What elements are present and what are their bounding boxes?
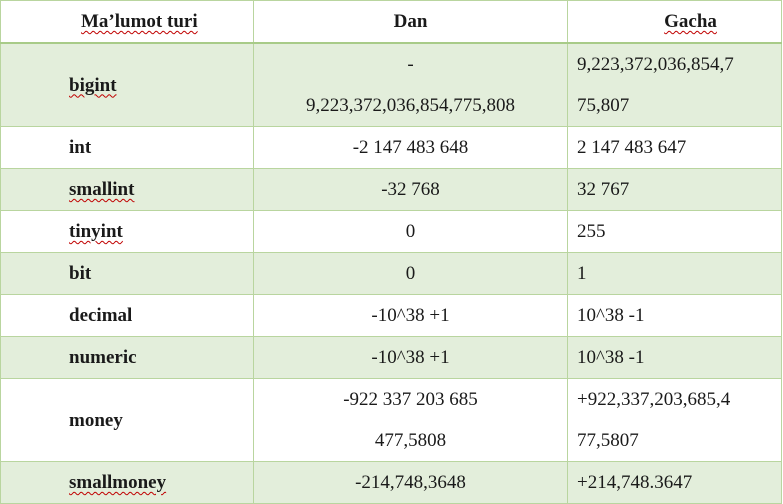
type-name: int — [0, 126, 254, 169]
range-from: -32 768 — [253, 168, 568, 211]
type-name: smallmoney — [0, 461, 254, 504]
range-to: 1 — [567, 252, 782, 295]
range-from: - 9,223,372,036,854,775,808 — [253, 42, 568, 127]
range-from: 0 — [253, 210, 568, 253]
type-name: bit — [0, 252, 254, 295]
range-to: 255 — [567, 210, 782, 253]
range-to: 32 767 — [567, 168, 782, 211]
table-row: smallmoney -214,748,3648 +214,748.3647 — [0, 461, 782, 504]
range-to: 2 147 483 647 — [567, 126, 782, 169]
table-row: bit 0 1 — [0, 252, 782, 295]
type-name: decimal — [0, 294, 254, 337]
header-row: Ma’lumot turi Dan Gacha — [0, 0, 782, 44]
type-name: money — [0, 378, 254, 462]
range-from: -922 337 203 685 477,5808 — [253, 378, 568, 462]
type-name: bigint — [0, 42, 254, 127]
table-row: smallint -32 768 32 767 — [0, 168, 782, 211]
type-name: smallint — [0, 168, 254, 211]
header-from: Dan — [253, 0, 568, 44]
range-from: -10^38 +1 — [253, 336, 568, 379]
table-row: bigint - 9,223,372,036,854,775,808 9,223… — [0, 42, 782, 127]
header-to: Gacha — [567, 0, 782, 44]
table-row: numeric -10^38 +1 10^38 -1 — [0, 336, 782, 379]
range-from: -2 147 483 648 — [253, 126, 568, 169]
header-data-type: Ma’lumot turi — [0, 0, 254, 44]
table-row: money -922 337 203 685 477,5808 +922,337… — [0, 378, 782, 462]
range-from: -214,748,3648 — [253, 461, 568, 504]
type-name: tinyint — [0, 210, 254, 253]
range-from: -10^38 +1 — [253, 294, 568, 337]
range-from: 0 — [253, 252, 568, 295]
table-row: int -2 147 483 648 2 147 483 647 — [0, 126, 782, 169]
range-to: +214,748.3647 — [567, 461, 782, 504]
range-to: +922,337,203,685,4 77,5807 — [567, 378, 782, 462]
type-name: numeric — [0, 336, 254, 379]
range-to: 10^38 -1 — [567, 294, 782, 337]
range-to: 9,223,372,036,854,7 75,807 — [567, 42, 782, 127]
table-row: tinyint 0 255 — [0, 210, 782, 253]
range-to: 10^38 -1 — [567, 336, 782, 379]
table-row: decimal -10^38 +1 10^38 -1 — [0, 294, 782, 337]
